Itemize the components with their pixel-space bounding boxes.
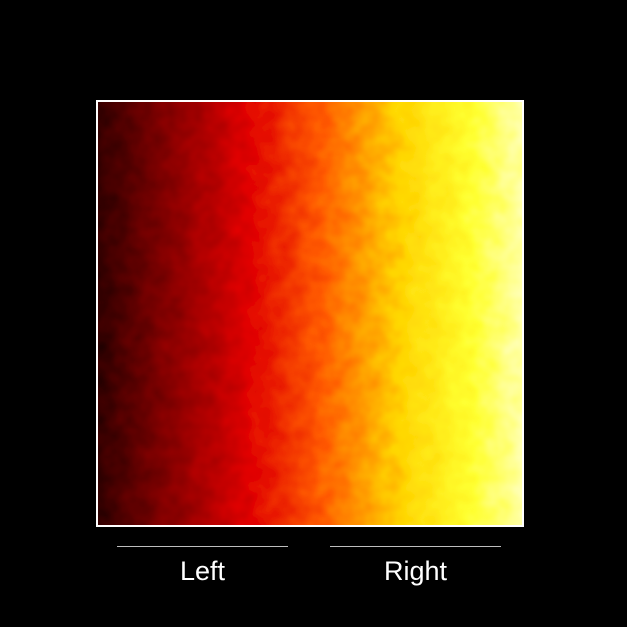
left-label: Left bbox=[179, 556, 226, 586]
right-label: Right bbox=[383, 556, 448, 586]
heat-noise-layer bbox=[98, 102, 522, 525]
heat-gradient-field bbox=[98, 102, 522, 525]
heat-gradient-stimulus bbox=[96, 100, 524, 527]
left-rule bbox=[117, 546, 288, 547]
right-rule bbox=[330, 546, 501, 547]
